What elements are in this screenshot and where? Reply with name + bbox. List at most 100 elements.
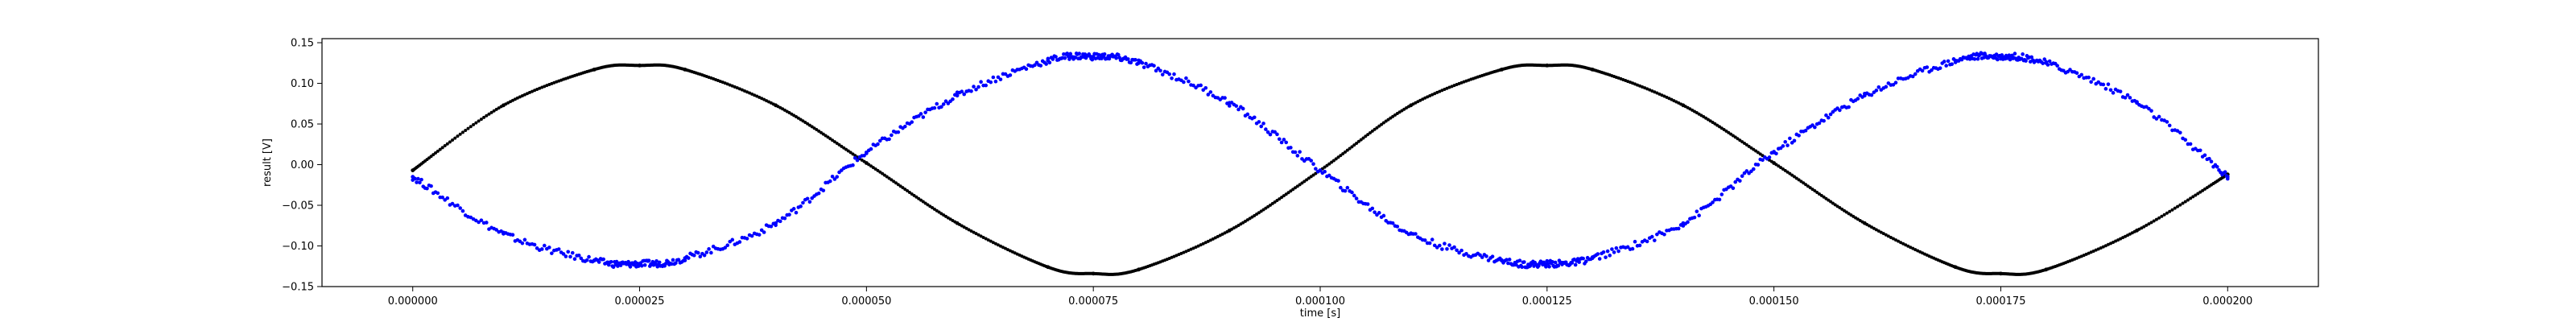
sample-dot (1003, 246, 1007, 250)
sample-dot (1234, 104, 1239, 108)
sample-dot (1803, 128, 1808, 133)
sample-dot (1268, 132, 1273, 137)
sample-dot (1645, 87, 1649, 91)
sample-dot (787, 213, 791, 217)
sample-dot (832, 177, 837, 181)
sample-dot (1754, 149, 1758, 153)
sample-dot (2140, 226, 2144, 230)
sample-dot (2112, 240, 2116, 244)
sample-dot (2160, 214, 2164, 218)
sample-dot (2021, 52, 2025, 56)
sample-dot (1440, 247, 1444, 251)
sample-dot (1203, 241, 1208, 245)
sample-dot (2087, 251, 2091, 255)
sample-dot (1447, 85, 1451, 89)
sample-dot (2142, 225, 2146, 229)
sample-dot (2178, 203, 2182, 207)
sample-dot (1601, 250, 1606, 254)
sample-dot (960, 89, 964, 94)
sample-dot (525, 92, 529, 96)
sample-dot (1769, 159, 1773, 163)
sample-dot (1520, 265, 1525, 270)
sample-dot (998, 77, 1003, 81)
sample-dot (469, 125, 473, 129)
sample-dot (1756, 151, 1760, 155)
sample-dot (974, 87, 978, 92)
sample-dot (984, 237, 988, 241)
sample-dot (453, 136, 457, 140)
sample-dot (1547, 265, 1551, 269)
sample-dot (1352, 193, 1356, 198)
sample-dot (1273, 200, 1277, 204)
sample-dot (1339, 185, 1343, 190)
sample-dot (821, 132, 825, 136)
sample-dot (824, 134, 828, 138)
sample-dot (1090, 57, 1095, 62)
sample-dot (1662, 232, 1666, 237)
sample-dot (876, 168, 880, 172)
sample-dot (1625, 245, 1630, 250)
sample-dot (865, 161, 869, 165)
sample-dot (1860, 95, 1864, 99)
sample-dot (1033, 63, 1037, 68)
sample-dot (1729, 132, 1733, 136)
x-axis-label: time [s] (1300, 308, 1340, 320)
sample-dot (520, 93, 524, 97)
sample-dot (1740, 140, 1744, 144)
sample-dot (725, 243, 730, 248)
sample-dot (1894, 238, 1898, 242)
sample-dot (698, 254, 703, 258)
sample-dot (1856, 97, 1860, 101)
sample-dot (1282, 194, 1286, 198)
sample-dot (2183, 200, 2187, 204)
x-tick-label: 0.000125 (1522, 295, 1572, 308)
sample-dot (853, 154, 857, 158)
sample-dot (485, 114, 489, 118)
sample-dot (1464, 251, 1468, 256)
sample-dot (1920, 68, 1925, 73)
sample-dot (458, 132, 462, 136)
sample-dot (855, 158, 860, 163)
sample-dot (1373, 127, 1377, 131)
sample-dot (1208, 90, 1213, 94)
sample-dot (1368, 131, 1372, 135)
sample-dot (2008, 57, 2013, 62)
sample-dot (1381, 213, 1386, 218)
sample-dot (890, 133, 894, 138)
sample-dot (1116, 52, 1121, 57)
sample-dot (587, 254, 591, 259)
sample-dot (723, 246, 728, 250)
sample-dot (1051, 57, 1055, 61)
sample-dot (1261, 208, 1265, 212)
sample-dot (1216, 234, 1220, 238)
sample-dot (1259, 124, 1264, 129)
sample-dot (2099, 246, 2103, 250)
sample-dot (1752, 147, 1756, 151)
sample-dot (1946, 59, 1951, 64)
sample-dot (532, 242, 537, 247)
sample-dot (1179, 251, 1183, 255)
sample-dot (464, 128, 468, 132)
sample-dot (1375, 126, 1379, 130)
sample-dot (745, 90, 749, 94)
sample-dot (460, 130, 464, 134)
sample-dot (2154, 117, 2159, 121)
sample-dot (1294, 186, 1297, 190)
sample-dot (1781, 144, 1785, 148)
sample-dot (1717, 197, 1722, 202)
sample-dot (1913, 72, 1918, 76)
sample-dot (1364, 134, 1368, 138)
sample-dot (1794, 176, 1798, 180)
sample-dot (1781, 167, 1785, 171)
sample-dot (762, 230, 766, 234)
sample-dot (1154, 68, 1158, 73)
sample-dot (1655, 91, 1659, 95)
sample-dot (1414, 232, 1418, 236)
sample-dot (1790, 173, 1794, 177)
sample-dot (2123, 96, 2128, 100)
sample-dot (1355, 141, 1359, 145)
sample-dot (974, 232, 978, 236)
sample-dot (1649, 234, 1654, 239)
sample-dot (2091, 249, 2095, 253)
sample-dot (2101, 245, 2105, 249)
